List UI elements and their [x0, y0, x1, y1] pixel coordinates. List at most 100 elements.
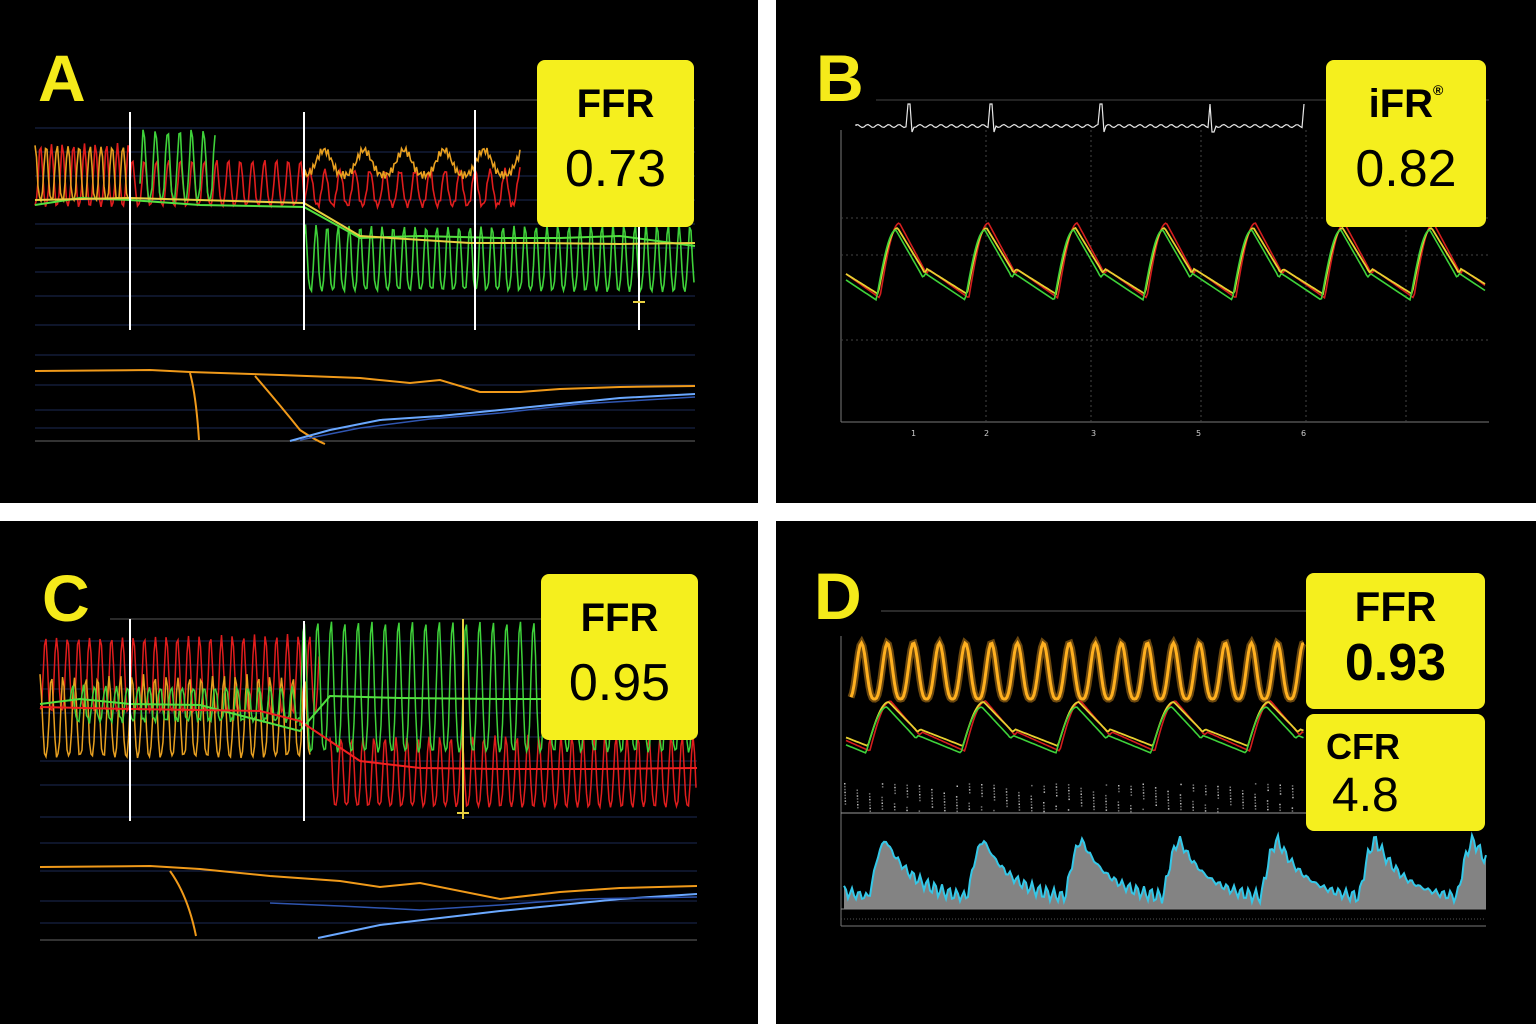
doppler-noise-dot — [1205, 788, 1207, 790]
doppler-noise-dot — [1006, 799, 1008, 802]
ifr-label: iFR® — [1368, 82, 1444, 126]
doppler-noise-dot — [1080, 790, 1082, 793]
doppler-noise-dot — [1043, 791, 1046, 793]
doppler-noise-dot — [1217, 808, 1219, 810]
doppler-noise-dot — [1130, 791, 1132, 793]
doppler-noise-dot — [857, 806, 859, 809]
distal-pressure-systolic-trace — [845, 226, 1486, 296]
doppler-noise-dot — [856, 789, 858, 791]
doppler-noise-dot — [968, 805, 970, 807]
doppler-noise-dot — [1267, 808, 1269, 811]
doppler-noise-dot — [1018, 797, 1020, 800]
doppler-noise-dot — [1229, 792, 1232, 794]
doppler-noise-dot — [1167, 808, 1170, 810]
doppler-noise-dot — [1005, 788, 1008, 790]
doppler-noise-dot — [980, 806, 983, 808]
doppler-noise-dot — [869, 804, 871, 807]
ffr-value: 0.93 — [1344, 634, 1447, 692]
doppler-noise-dot — [1043, 802, 1045, 804]
doppler-noise-dot — [1055, 789, 1058, 791]
distal-pressure-trace — [845, 228, 1486, 302]
doppler-noise-dot — [1117, 810, 1120, 812]
doppler-noise-dot — [881, 805, 884, 807]
doppler-noise-dot — [1180, 783, 1182, 786]
panel-c-traces — [39, 618, 698, 941]
doppler-noise-dot — [868, 793, 871, 795]
doppler-noise-dot — [1266, 800, 1269, 802]
doppler-noise-dot — [1267, 789, 1269, 792]
doppler-noise-dot — [1030, 807, 1033, 809]
doppler-noise-dot — [1006, 805, 1008, 808]
registered-mark: ® — [1433, 82, 1444, 98]
doppler-noise-dot — [1279, 787, 1282, 789]
doppler-noise-dot — [918, 788, 921, 790]
doppler-noise-dot — [1167, 790, 1169, 793]
doppler-noise-dot — [1254, 799, 1256, 801]
doppler-noise-dot — [894, 792, 896, 795]
doppler-noise-dot — [906, 796, 909, 798]
doppler-noise-dot — [1230, 803, 1232, 806]
doppler-noise-dot — [1229, 786, 1231, 788]
doppler-noise-dot — [1254, 805, 1257, 807]
doppler-noise-dot — [956, 810, 958, 813]
panel-a-letter: A — [38, 41, 86, 115]
doppler-noise-dot — [968, 808, 971, 810]
doppler-noise-dot — [1093, 800, 1095, 802]
aortic-pressure-trace — [845, 700, 1304, 753]
panel-a: A FFR 0.73 — [0, 0, 758, 503]
doppler-noise-dot — [1105, 809, 1108, 811]
doppler-noise-dot — [1130, 788, 1132, 791]
doppler-noise-dot — [1080, 796, 1083, 798]
ifr-value: 0.82 — [1355, 140, 1457, 198]
doppler-noise-dot — [881, 808, 884, 810]
doppler-noise-dot — [1179, 800, 1182, 802]
doppler-noise-dot — [1142, 786, 1145, 788]
doppler-noise-dot — [1180, 803, 1182, 805]
doppler-noise-dot — [881, 799, 883, 802]
doppler-noise-dot — [1031, 784, 1033, 787]
doppler-noise-dot — [1006, 797, 1008, 799]
ffr-label: FFR — [576, 82, 655, 126]
flow-trend — [289, 393, 696, 442]
doppler-noise-dot — [1030, 804, 1033, 806]
doppler-noise-dot — [1205, 790, 1207, 793]
panel-b-letter: B — [816, 41, 864, 115]
beat-tick: 3 — [1091, 429, 1096, 438]
doppler-noise-dot — [1242, 793, 1244, 795]
doppler-noise-dot — [981, 795, 983, 798]
doppler-noise-dot — [1242, 807, 1244, 809]
doppler-noise-dot — [1242, 804, 1244, 807]
doppler-noise-dot — [869, 798, 871, 801]
ecg-trace — [855, 103, 1305, 133]
doppler-noise-dot — [1204, 807, 1207, 809]
doppler-noise-dot — [856, 792, 859, 794]
doppler-noise-dot — [1217, 785, 1219, 788]
doppler-noise-dot — [1279, 803, 1281, 806]
doppler-noise-dot — [1055, 808, 1057, 810]
doppler-noise-dot — [1056, 795, 1058, 797]
doppler-noise-dot — [931, 797, 933, 800]
doppler-noise-dot — [968, 802, 970, 805]
doppler-noise-dot — [993, 793, 996, 795]
doppler-noise-dot — [1154, 787, 1157, 789]
doppler-noise-dot — [893, 803, 896, 805]
doppler-noise-dot — [1192, 809, 1194, 811]
doppler-noise-dot — [844, 797, 846, 799]
doppler-noise-dot — [1254, 796, 1256, 799]
ffr-label: FFR — [1354, 583, 1437, 630]
doppler-noise-dot — [1217, 810, 1219, 813]
ffr-value: 0.73 — [564, 140, 667, 198]
doppler-noise-dot — [1142, 789, 1145, 791]
doppler-noise-dot — [1291, 788, 1294, 790]
doppler-noise-dot — [993, 796, 996, 798]
doppler-noise-dot — [894, 783, 896, 786]
doppler-noise-dot — [1155, 798, 1157, 801]
cfr-label: CFR — [1326, 726, 1400, 767]
doppler-noise-dot — [1291, 810, 1294, 812]
doppler-noise-dot — [1092, 794, 1095, 796]
doppler-noise-dot — [1105, 794, 1107, 797]
doppler-noise-dot — [1229, 798, 1232, 800]
doppler-noise-dot — [1117, 804, 1120, 806]
doppler-noise-dot — [1192, 800, 1194, 803]
doppler-noise-dot — [856, 795, 859, 797]
